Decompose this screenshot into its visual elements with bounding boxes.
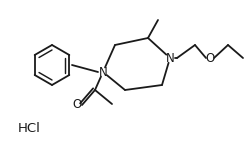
Text: O: O	[205, 51, 214, 65]
Text: HCl: HCl	[18, 122, 41, 135]
Text: N: N	[165, 51, 174, 65]
Text: O: O	[72, 98, 81, 112]
Text: N: N	[98, 66, 107, 78]
